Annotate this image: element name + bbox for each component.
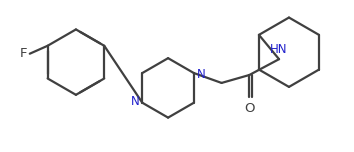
- Text: N: N: [131, 95, 139, 108]
- Text: HN: HN: [270, 43, 288, 56]
- Text: O: O: [244, 102, 255, 115]
- Text: F: F: [20, 47, 28, 60]
- Text: N: N: [197, 67, 206, 81]
